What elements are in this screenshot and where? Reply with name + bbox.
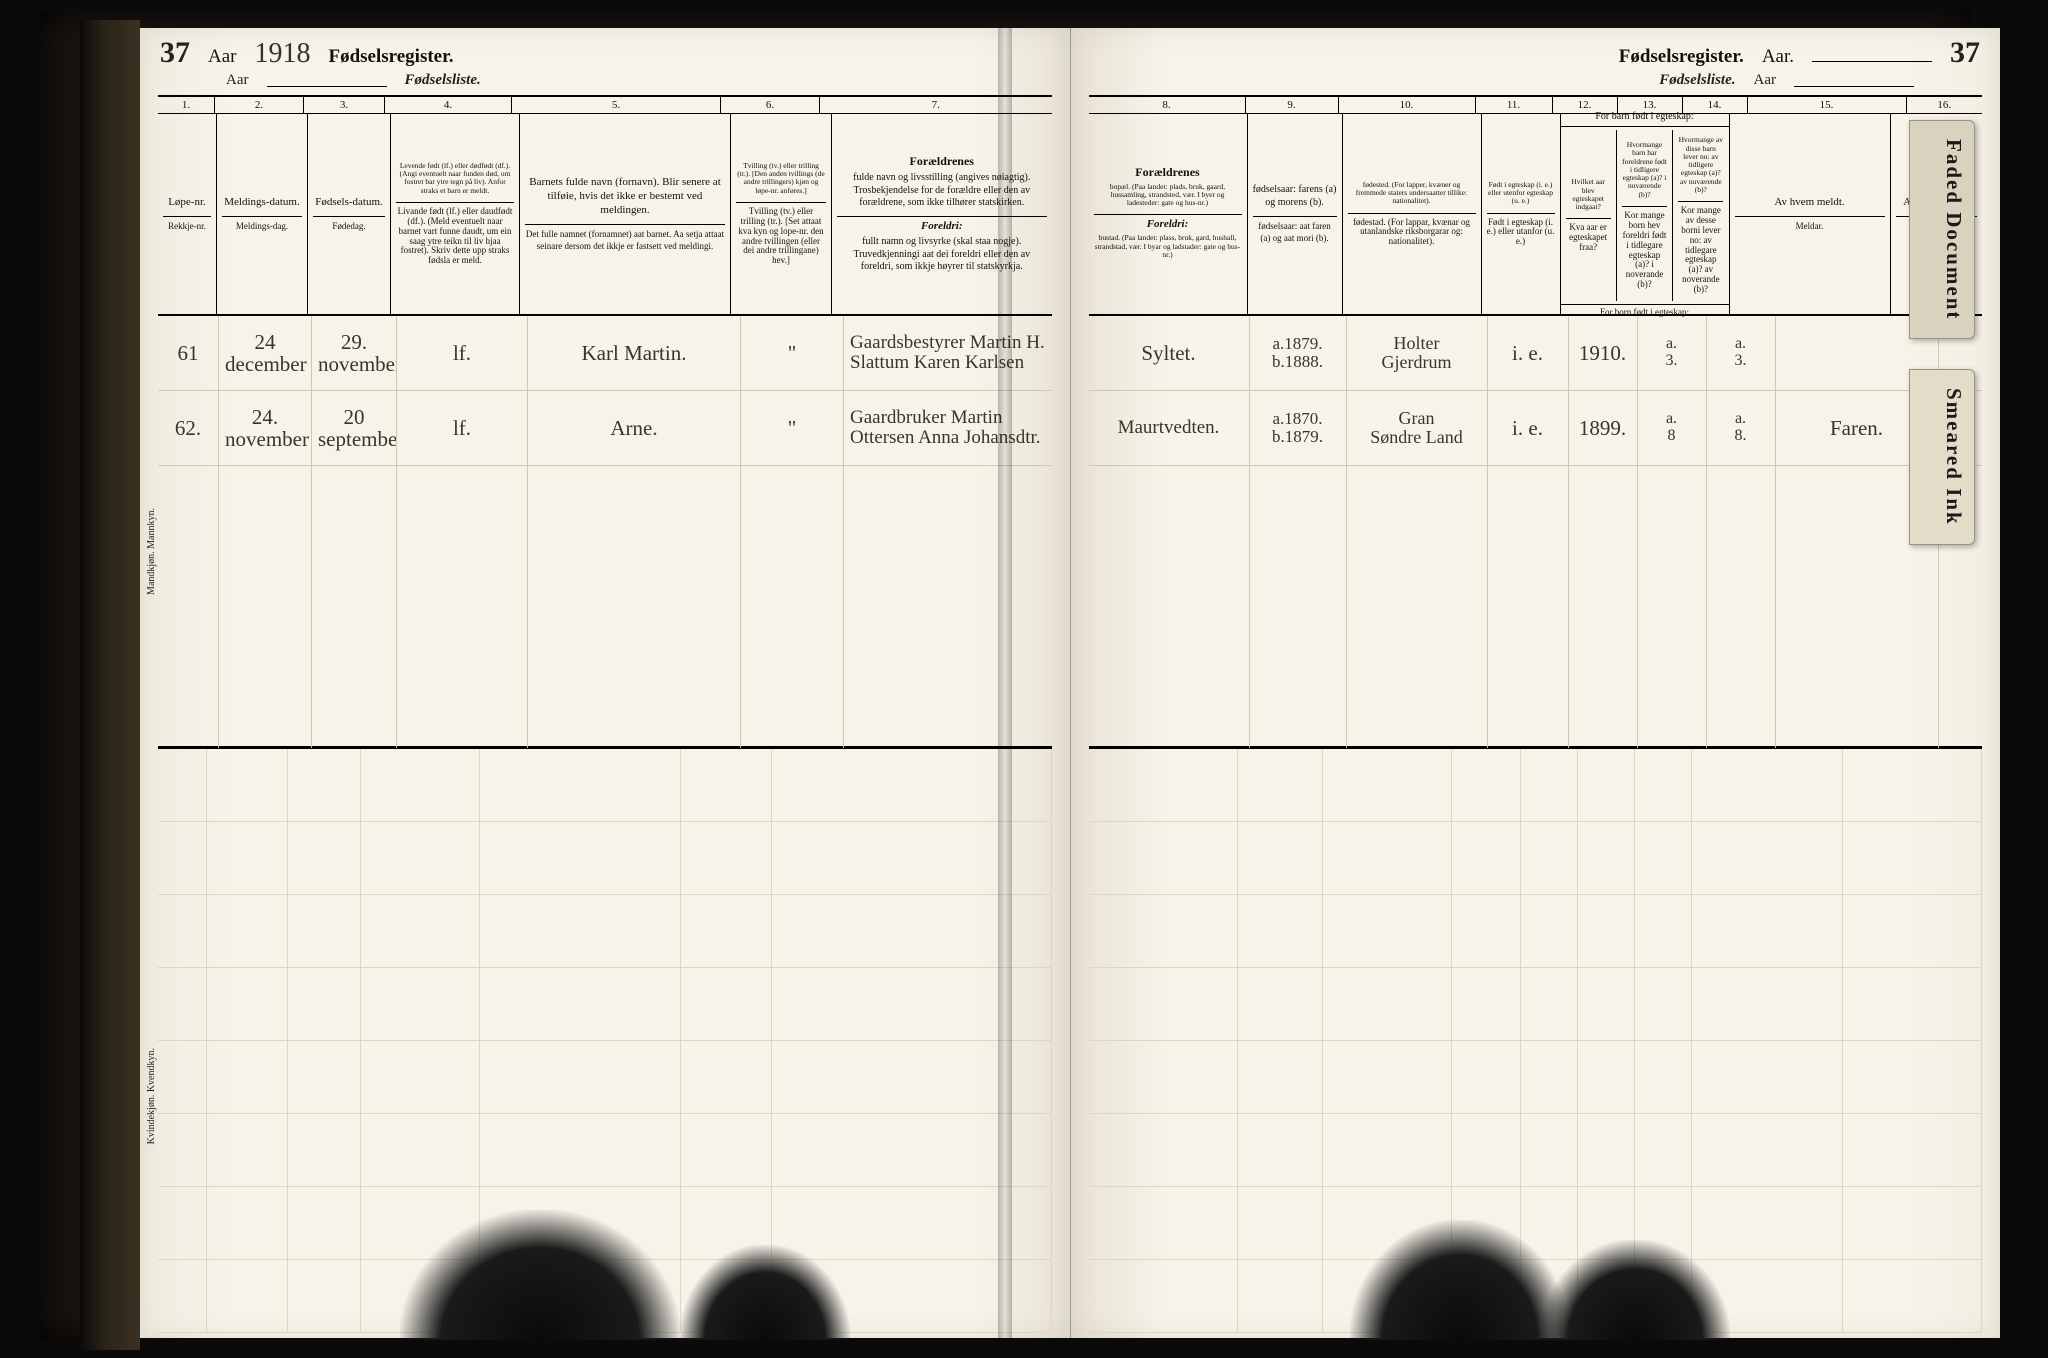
index-tabs: Faded Document Smeared Ink	[1909, 120, 1975, 575]
table-row: Syltet. a.1879. b.1888. Holter Gjerdrum …	[1089, 316, 1983, 391]
empty-row	[158, 466, 1052, 749]
right-page: Fødselsregister. Aar. 37 Fødselsliste. A…	[1071, 28, 2001, 1338]
right-col-numbers: 8. 9. 10. 11. 12. 13. 14. 15. 16.	[1089, 97, 1983, 114]
cell-fode: 20 september	[312, 391, 397, 465]
col-header: Meldings-datum. Meldings-dag.	[217, 114, 308, 314]
right-body: Syltet. a.1879. b.1888. Holter Gjerdrum …	[1089, 316, 1983, 747]
cell-navn: Karl Martin.	[528, 316, 741, 390]
col-header: Født i egteskap (i. e.) eller utenfor eg…	[1482, 114, 1561, 314]
empty-row	[1089, 466, 1983, 749]
cell-fodselsaar: a.1879. b.1888.	[1250, 316, 1347, 390]
table-row: 62. 24. november 20 september lf. Arne. …	[158, 391, 1052, 466]
coln: 9.	[1246, 97, 1339, 113]
coln: 7.	[820, 97, 1052, 113]
list-title-r: Fødselsliste.	[1659, 72, 1735, 89]
left-lower-section	[158, 747, 1052, 1333]
cell-tvilling: "	[741, 316, 844, 390]
aar-label: Aar	[208, 46, 236, 68]
aar-sub-r: Aar	[1754, 72, 1777, 89]
register-title-r: Fødselsregister.	[1619, 46, 1744, 68]
coln: 5.	[512, 97, 721, 113]
coln: 4.	[385, 97, 512, 113]
cell-barn1: a. 8	[1638, 391, 1707, 465]
aar-label-r: Aar.	[1762, 46, 1794, 68]
tab-faded-document[interactable]: Faded Document	[1909, 120, 1975, 339]
cell-nr: 62.	[158, 391, 219, 465]
left-col-numbers: 1. 2. 3. 4. 5. 6. 7.	[158, 97, 1052, 114]
aar-blank-r2	[1794, 72, 1914, 87]
left-header: 37 Aar 1918 Fødselsregister.	[140, 28, 1070, 72]
right-lower-section	[1089, 747, 1983, 1333]
coln: 6.	[721, 97, 820, 113]
side-label-kvindekjon: Kvindekjøn. Kvendkyn.	[146, 1048, 157, 1144]
cell-lf: lf.	[397, 391, 528, 465]
cell-foraeldre: Gaardbruker Martin Ottersen Anna Johansd…	[844, 391, 1052, 465]
book-pages: 37 Aar 1918 Fødselsregister. Aar Fødsels…	[140, 28, 2000, 1338]
col-header: fødested. (For lapper, kvæner og fremmed…	[1343, 114, 1482, 314]
side-label-mandkjon: Mandkjøn. Mannkyn.	[146, 508, 157, 595]
cell-egte: 1899.	[1569, 391, 1638, 465]
cell-tvilling: "	[741, 391, 844, 465]
cell-barn2: a. 3.	[1707, 316, 1776, 390]
cell-fodested: Gran Søndre Land	[1347, 391, 1488, 465]
left-subheader: Aar Fødselsliste.	[140, 72, 1070, 93]
list-title: Fødselsliste.	[405, 72, 481, 89]
col-header: Forældrenes bopæl. (Paa landet: plads, b…	[1089, 114, 1248, 314]
cell-fodselsaar: a.1870. b.1879.	[1250, 391, 1347, 465]
aar-sub: Aar	[226, 72, 249, 89]
col-header: Barnets fulde navn (fornavn). Blir sener…	[520, 114, 731, 314]
page-number-right: 37	[1950, 36, 1980, 70]
cell-egte: 1910.	[1569, 316, 1638, 390]
cell-fode: 29. november	[312, 316, 397, 390]
right-header: Fødselsregister. Aar. 37	[1071, 28, 2001, 72]
col-header: Fødsels-datum. Fødedag.	[308, 114, 391, 314]
coln: 8.	[1089, 97, 1246, 113]
table-row: Maurtvedten. a.1870. b.1879. Gran Søndre…	[1089, 391, 1983, 466]
page-number-left: 37	[160, 36, 190, 70]
col-header: fødselsaar: farens (a) og morens (b). fø…	[1248, 114, 1343, 314]
cell-fodested: Holter Gjerdrum	[1347, 316, 1488, 390]
right-subheader: Fødselsliste. Aar	[1071, 72, 2001, 93]
aar-blank	[267, 72, 387, 87]
coln: 3.	[304, 97, 385, 113]
cell-foraeldre: Gaardsbestyrer Martin H. Slattum Karen K…	[844, 316, 1052, 390]
coln: 11.	[1476, 97, 1553, 113]
cell-barn2: a. 8.	[1707, 391, 1776, 465]
cell-bopael: Maurtvedten.	[1089, 391, 1250, 465]
coln: 10.	[1339, 97, 1476, 113]
left-column-headers: Løpe-nr. Rekkje-nr. Meldings-datum. Meld…	[158, 114, 1052, 316]
cell-ie: i. e.	[1488, 316, 1569, 390]
col-header: Løpe-nr. Rekkje-nr.	[158, 114, 217, 314]
coln: 2.	[215, 97, 304, 113]
book-scan: 37 Aar 1918 Fødselsregister. Aar Fødsels…	[40, 10, 1970, 1340]
binding	[80, 20, 140, 1350]
col-header-group: For barn født i egteskap: Hvilket aar bl…	[1561, 114, 1730, 314]
col-header: Tvilling (tv.) eller trilling (tr.). [De…	[731, 114, 832, 314]
col-header: Forældrenes fulde navn og livsstilling (…	[832, 114, 1052, 314]
cell-meld: 24 december	[219, 316, 312, 390]
coln: 15.	[1748, 97, 1907, 113]
cell-bopael: Syltet.	[1089, 316, 1250, 390]
coln: 16.	[1907, 97, 1983, 113]
cell-meld: 24. november	[219, 391, 312, 465]
cell-nr: 61	[158, 316, 219, 390]
col-header: Levende født (lf.) eller dødfødt (df.). …	[391, 114, 520, 314]
tab-smeared-ink[interactable]: Smeared Ink	[1909, 369, 1975, 545]
coln: 1.	[158, 97, 215, 113]
left-page: 37 Aar 1918 Fødselsregister. Aar Fødsels…	[140, 28, 1071, 1338]
year: 1918	[254, 38, 310, 70]
right-column-headers: Forældrenes bopæl. (Paa landet: plads, b…	[1089, 114, 1983, 316]
col-header: Av hvem meldt. Meldar.	[1730, 114, 1891, 314]
table-row: 61 24 december 29. november lf. Karl Mar…	[158, 316, 1052, 391]
cell-ie: i. e.	[1488, 391, 1569, 465]
cell-barn1: a. 3.	[1638, 316, 1707, 390]
left-body: 61 24 december 29. november lf. Karl Mar…	[158, 316, 1052, 747]
cell-lf: lf.	[397, 316, 528, 390]
register-title: Fødselsregister.	[328, 46, 453, 68]
aar-blank-r	[1812, 47, 1932, 62]
cell-navn: Arne.	[528, 391, 741, 465]
